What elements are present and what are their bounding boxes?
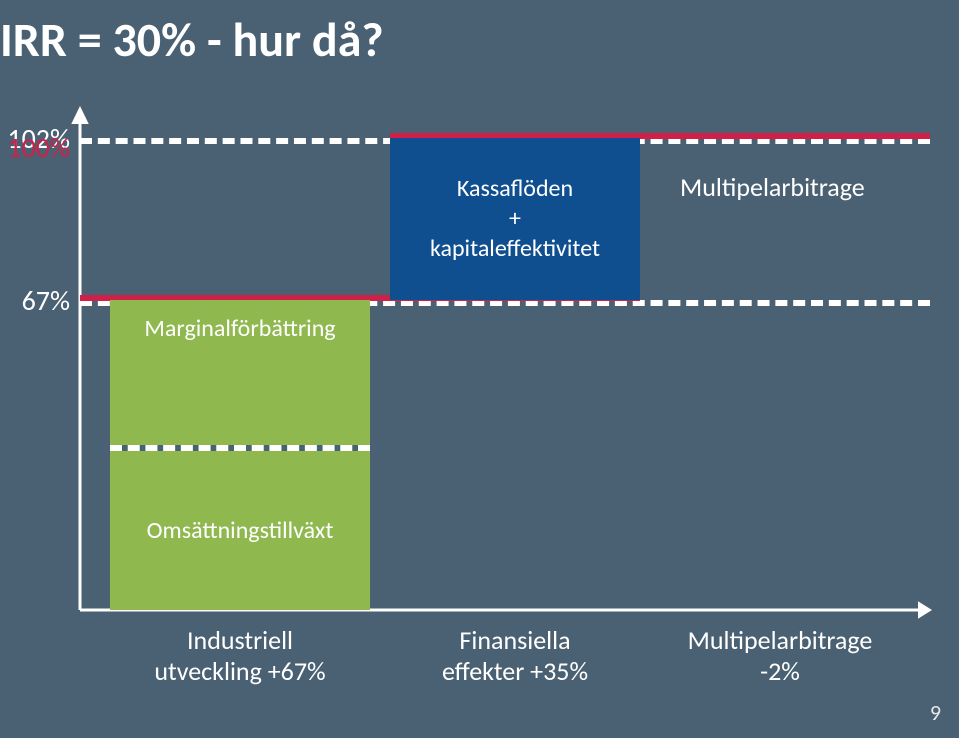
x-axis-label-line: Industriell [90,625,390,656]
x-axis-label-line: effekter +35% [365,656,665,687]
x-axis-label-line: -2% [630,656,930,687]
bar-segment: Marginalförbättring [110,300,370,445]
bar: Marginalförbättring Omsättningstillväxt [110,300,370,610]
x-axis-labels: Industriellutveckling +67%Finansiellaeff… [80,625,930,715]
bar-segment-label: Kassaflöden + kapitaleffektivitet [424,170,606,268]
x-axis-label: Industriellutveckling +67% [90,625,390,687]
x-axis-label: Multipelarbitrage-2% [630,625,930,687]
bar-segment: Omsättningstillväxt [110,451,370,610]
bar-segment: Kassaflöden + kapitaleffektivitet [390,138,640,300]
bar: Kassaflöden + kapitaleffektivitet [390,138,640,300]
page-number: 9 [930,699,941,726]
x-axis-label-line: Multipelarbitrage [630,625,930,656]
x-axis-label-line: utveckling +67% [90,656,390,687]
x-axis-label: Finansiellaeffekter +35% [365,625,665,687]
bar-segment-label: Omsättningstillväxt [141,512,340,550]
y-axis-label: 100% [0,130,70,165]
bar-segment-label: Marginalförbättring [138,310,341,348]
slide: IRR = 30% - hur då? 102%100%67%Marginalf… [0,0,959,738]
slide-title: IRR = 30% - hur då? [0,10,384,69]
x-axis-label-line: Finansiella [365,625,665,656]
y-axis-label: 67% [0,283,70,318]
chart-annotation: Multipelarbitrage [680,171,865,203]
chart-area: 102%100%67%MarginalförbättringOmsättning… [80,110,930,620]
